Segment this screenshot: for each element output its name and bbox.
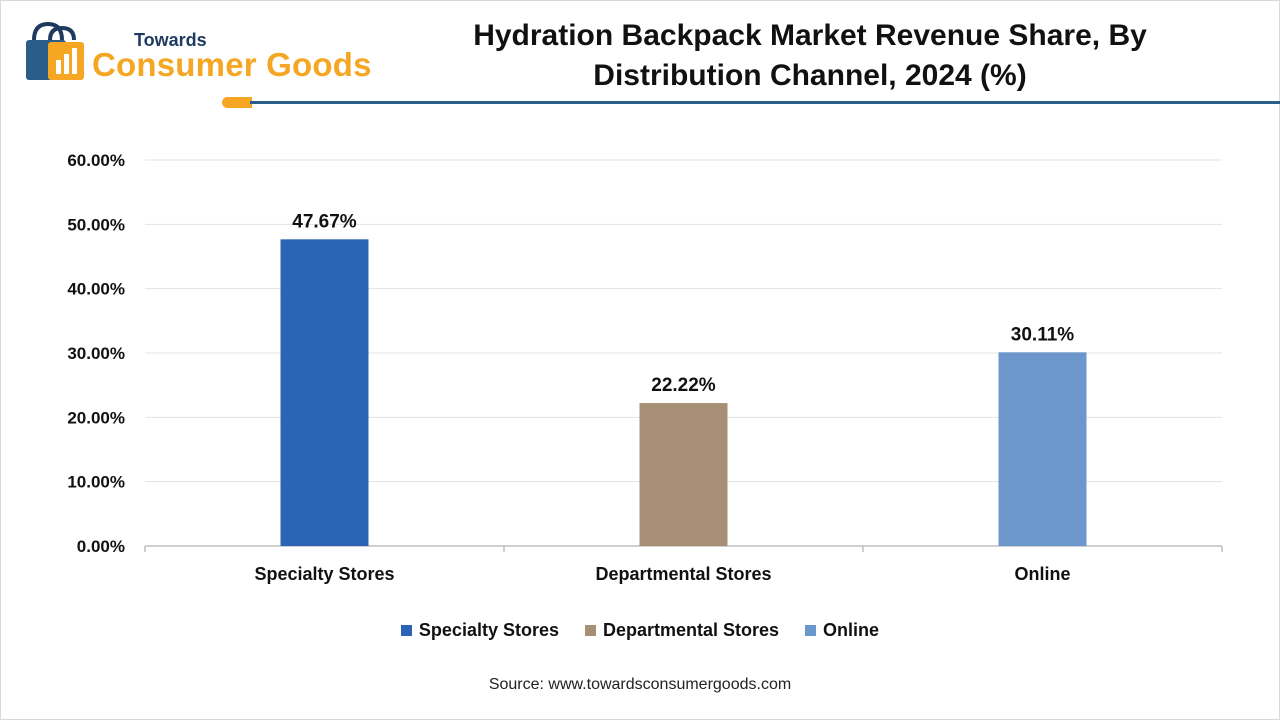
y-tick-label: 10.00%: [67, 473, 125, 492]
bar: [280, 239, 369, 546]
legend-label: Departmental Stores: [602, 620, 780, 640]
legend-label: Online: [823, 620, 880, 640]
x-tick-label: Departmental Stores: [595, 564, 771, 584]
source-note: Source: www.towardsconsumergoods.com: [488, 676, 792, 693]
legend-label: Specialty Stores: [418, 620, 559, 640]
data-label: 30.11%: [1011, 324, 1074, 345]
logo-brand-text: Consumer Goods: [92, 46, 372, 83]
legend-item: Specialty Stores: [400, 620, 559, 641]
y-tick-label: 30.00%: [67, 344, 125, 363]
legend-swatch: [805, 625, 817, 636]
legend-item: Online: [805, 620, 879, 641]
shopping-bag-icon: [26, 21, 84, 80]
header-rule: [250, 101, 1280, 104]
x-tick-label: Online: [1014, 564, 1070, 584]
data-label: 22.22%: [651, 375, 716, 396]
legend-item: Departmental Stores: [584, 620, 780, 641]
legend-swatch: [584, 625, 596, 636]
data-label: 47.67%: [292, 211, 357, 232]
chart-legend: Specialty Stores Departmental Stores Onlin…: [0, 620, 1280, 641]
y-tick-label: 40.00%: [67, 280, 125, 299]
y-tick-label: 60.00%: [67, 151, 125, 170]
legend-swatch: [400, 625, 412, 636]
bar: [998, 352, 1087, 546]
y-tick-label: 50.00%: [67, 215, 125, 234]
y-tick-label: 20.00%: [67, 408, 125, 427]
header-rule-tab: [222, 97, 252, 108]
brand-logo: Towards Consumer Goods: [20, 18, 371, 88]
logo-towards-text: Towards: [134, 30, 207, 50]
y-tick-label: 0.00%: [77, 537, 125, 556]
chart-title: Hydration Backpack Market Revenue Share,…: [473, 19, 1147, 92]
x-tick-label: Specialty Stores: [254, 564, 394, 584]
bar: [639, 403, 728, 546]
